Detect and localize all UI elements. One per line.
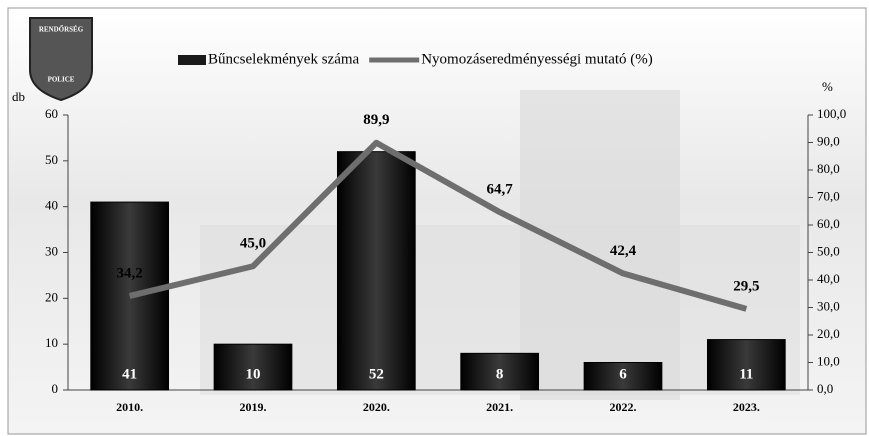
line-label: 45,0	[240, 236, 266, 252]
y2-tick-label: 100,0	[817, 106, 846, 121]
logo: RENDŐRSÉG POLICE	[29, 17, 93, 102]
bar	[460, 352, 540, 391]
legend-label: Bűncselekmények száma	[208, 51, 360, 67]
y2-tick-label: 60,0	[817, 216, 840, 231]
bar	[706, 339, 786, 391]
bar	[213, 343, 293, 391]
bar-label: 41	[122, 366, 137, 382]
y2-tick-label: 30,0	[817, 298, 840, 313]
y-axis-label: db	[12, 89, 25, 104]
y-tick-label: 10	[45, 335, 58, 350]
bar	[90, 201, 170, 391]
line	[128, 139, 748, 312]
y-tick-label: 0	[52, 381, 59, 396]
y-tick-label: 30	[45, 243, 58, 258]
y2-tick-label: 80,0	[817, 161, 840, 176]
line-label: 89,9	[363, 112, 389, 128]
y-tick-label: 60	[45, 106, 58, 121]
x-tick-label: 2021.	[486, 400, 513, 414]
line-label: 34,2	[117, 265, 143, 281]
line-label: 64,7	[487, 182, 514, 198]
legend-swatch	[178, 55, 206, 65]
logo-shield	[29, 17, 93, 102]
y-tick-label: 50	[45, 152, 58, 167]
bar-label: 10	[246, 366, 261, 382]
line-label: 42,4	[610, 243, 637, 259]
bar-label: 11	[739, 366, 753, 382]
y2-axis-label: %	[822, 79, 833, 94]
x-tick-label: 2020.	[363, 400, 390, 414]
y2-tick-label: 20,0	[817, 326, 840, 341]
y2-tick-label: 70,0	[817, 188, 840, 203]
logo-bottom: POLICE	[48, 76, 75, 84]
y-tick-label: 20	[45, 289, 58, 304]
y2-tick-label: 40,0	[817, 271, 840, 286]
logo-top: RENDŐRSÉG	[39, 26, 84, 34]
x-tick-label: 2010.	[116, 400, 143, 414]
line-label: 29,5	[733, 278, 759, 294]
legend-label: Nyomozáseredményességi mutató (%)	[421, 51, 653, 67]
bar	[583, 362, 663, 391]
y2-tick-label: 90,0	[817, 133, 840, 148]
x-tick-label: 2019.	[240, 400, 267, 414]
y2-tick-label: 50,0	[817, 243, 840, 258]
y2-tick-label: 0,0	[817, 381, 833, 396]
bar	[336, 151, 416, 391]
bar-label: 8	[496, 366, 504, 382]
bar-label: 52	[369, 366, 384, 382]
bar-label: 6	[619, 366, 627, 382]
y2-tick-label: 10,0	[817, 353, 840, 368]
y-tick-label: 40	[45, 198, 58, 213]
x-tick-label: 2022.	[610, 400, 637, 414]
x-tick-label: 2023.	[733, 400, 760, 414]
